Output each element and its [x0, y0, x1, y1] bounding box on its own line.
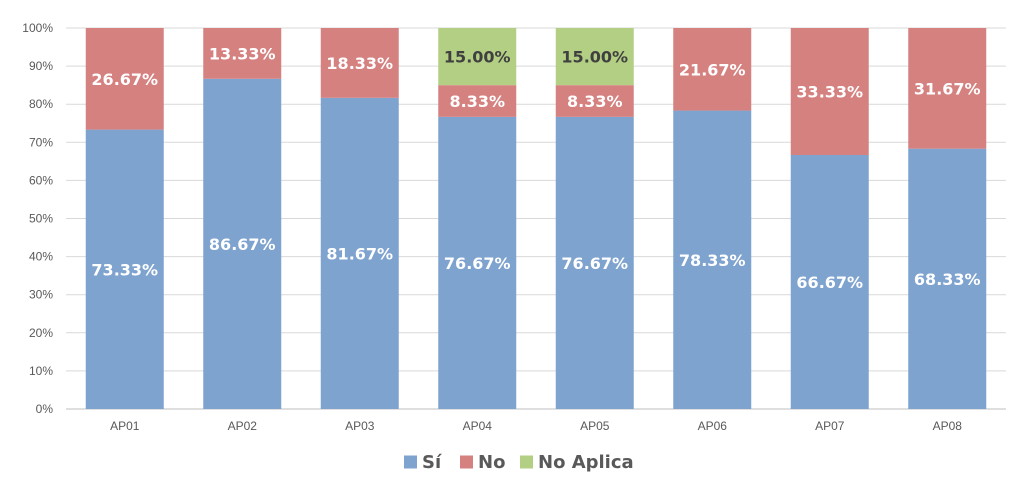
data-label: 18.33% [326, 54, 393, 73]
data-label: 66.67% [796, 273, 863, 292]
y-tick-label: 20% [29, 326, 53, 340]
data-label: 15.00% [444, 48, 511, 67]
legend: Sí No No Aplica [404, 452, 634, 473]
y-tick-label: 0% [36, 402, 54, 416]
y-tick-label: 30% [29, 288, 53, 302]
bar-segment [203, 78, 282, 410]
bar-segment [555, 116, 634, 409]
data-label: 8.33% [449, 92, 505, 111]
data-label: 15.00% [561, 48, 628, 67]
bar-segment [438, 116, 517, 409]
y-tick-label: 90% [29, 59, 53, 73]
bar-segment [790, 28, 869, 155]
legend-swatch [460, 455, 473, 469]
bar-segment [85, 129, 164, 409]
x-axis-ticks: AP01 AP02 AP03 AP04 AP05 AP06 AP07 AP08 [110, 419, 962, 433]
bars: 73.33% 26.67% 86.67% 13.33% 81.67% 18.33% 76.6… [85, 28, 987, 410]
bar-segment [438, 85, 517, 117]
y-tick-label: 60% [29, 173, 53, 187]
x-tick-label: AP01 [110, 419, 140, 433]
x-tick-label: AP03 [345, 419, 375, 433]
y-axis-ticks: 0% 10% 20% 30% 40% 50% 60% 70% 80% 90% 100% [22, 21, 53, 416]
y-tick-label: 50% [29, 212, 53, 226]
data-label: 73.33% [91, 260, 158, 279]
x-tick-label: AP05 [580, 419, 610, 433]
bar-segment [85, 28, 164, 130]
data-label: 21.67% [679, 60, 746, 79]
bar-segment [555, 28, 634, 86]
data-label: 76.67% [561, 254, 628, 273]
data-label: 33.33% [796, 82, 863, 101]
bar-segment [673, 110, 752, 410]
data-label: 68.33% [914, 270, 981, 289]
legend-swatch [520, 455, 533, 469]
y-tick-label: 40% [29, 250, 53, 264]
y-tick-label: 80% [29, 97, 53, 111]
bar-segment [438, 28, 517, 86]
data-label: 76.67% [444, 254, 511, 273]
bar-segment [203, 28, 282, 79]
data-label: 26.67% [91, 70, 158, 89]
bar-segment [908, 28, 987, 149]
legend-swatch [404, 455, 417, 469]
bar-segment [673, 28, 752, 111]
legend-label: No Aplica [538, 452, 634, 473]
data-label: 86.67% [209, 235, 276, 254]
y-tick-label: 100% [22, 21, 53, 35]
bar-segment [320, 97, 399, 409]
data-label: 8.33% [567, 92, 623, 111]
data-label: 31.67% [914, 79, 981, 98]
y-tick-label: 10% [29, 364, 53, 378]
x-tick-label: AP02 [228, 419, 258, 433]
bar-segment [790, 154, 869, 409]
data-label: 78.33% [679, 251, 746, 270]
x-tick-label: AP07 [815, 419, 845, 433]
x-tick-label: AP08 [933, 419, 963, 433]
bar-segment [555, 85, 634, 117]
bar-segment [908, 148, 987, 409]
legend-label: Sí [422, 452, 442, 473]
data-label: 81.67% [326, 244, 393, 263]
legend-label: No [478, 452, 505, 473]
x-tick-label: AP06 [698, 419, 728, 433]
data-label: 13.33% [209, 44, 276, 63]
bar-segment [320, 28, 399, 98]
y-tick-label: 70% [29, 135, 53, 149]
x-tick-label: AP04 [463, 419, 493, 433]
